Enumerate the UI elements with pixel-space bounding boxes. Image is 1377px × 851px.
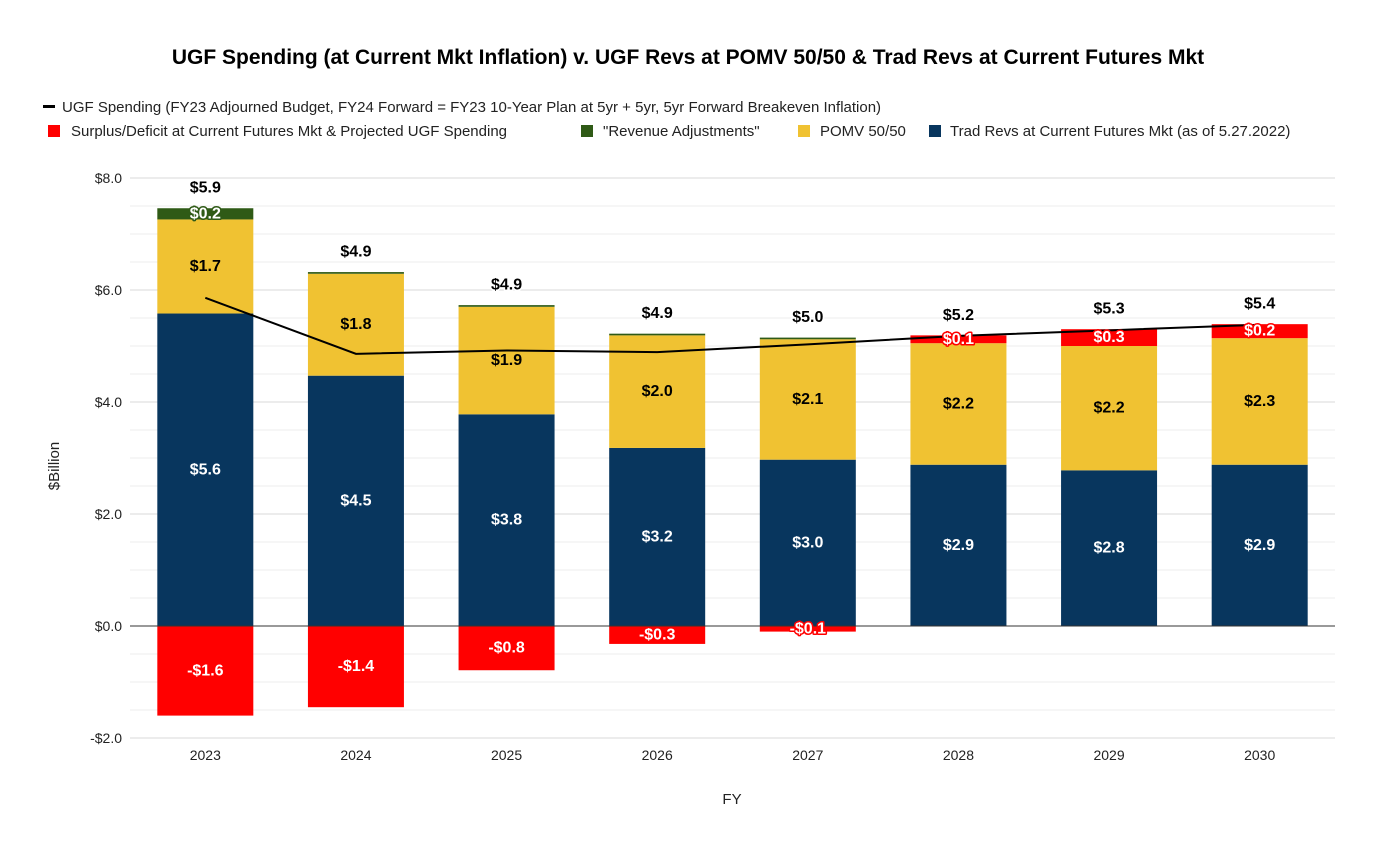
data-label-spending: $5.2 [943,307,974,324]
bar-rev_adj [458,305,555,307]
legend-swatch-pomv [798,125,810,137]
data-label-trad: $2.9 [1244,537,1275,554]
legend-swatch-surplus [48,125,60,137]
bar-pomv [609,335,706,448]
y-axis-ticks: -$2.0 $0.0 $2.0 $4.0 $6.0 $8.0 [90,170,122,746]
y-tick-label: -$2.0 [90,730,122,746]
data-label-surplus: -$0.8 [488,640,525,657]
bar-surplus [609,626,706,644]
data-label-surplus: -$0.3 [639,626,676,643]
x-axis-ticks: 2023 2024 2025 2026 2027 2028 2029 2030 [190,747,1276,763]
data-label-spending: $5.4 [1244,296,1275,313]
bar-pomv [759,339,856,460]
bar-trad [1061,470,1158,626]
data-label-pomv: $2.2 [1093,400,1124,417]
chart-title: UGF Spending (at Current Mkt Inflation) … [172,46,1204,69]
x-tick-label: 2028 [943,747,974,763]
bar-surplus [458,626,555,671]
bar-trad [910,464,1007,626]
data-label-trad: $2.9 [943,537,974,554]
bar-trad [609,447,706,626]
bar-pomv [458,306,555,415]
bar-pomv [1211,338,1308,465]
data-label-trad: $4.5 [340,492,371,509]
bar-surplus [910,335,1007,344]
bar-surplus [1061,329,1158,346]
legend-label-trad: Trad Revs at Current Futures Mkt (as of … [950,123,1290,140]
bars [157,208,1308,716]
data-label-spending: $5.9 [190,180,221,197]
legend-label-spending-line: UGF Spending (FY23 Adjourned Budget, FY2… [62,99,881,116]
x-axis-title: FY [722,791,741,808]
data-label-pomv: $2.0 [642,383,673,400]
bar-surplus [157,626,254,716]
bar-trad [157,313,254,626]
bar-trad [307,375,404,626]
spending-line-path [204,296,1260,355]
legend-label-pomv: POMV 50/50 [820,123,906,140]
bar-pomv [910,343,1007,465]
data-label-surplus: $0.2 [1244,323,1275,340]
legend-label-surplus: Surplus/Deficit at Current Futures Mkt &… [71,123,507,140]
data-label-surplus: -$1.4 [338,658,375,675]
data-label-pomv: $1.9 [491,352,522,369]
y-tick-label: $0.0 [95,618,122,634]
x-tick-label: 2027 [792,747,823,763]
data-label-trad: $2.8 [1093,540,1124,557]
x-tick-label: 2029 [1093,747,1124,763]
bar-surplus [1211,324,1308,339]
legend-swatch-rev-adj [581,125,593,137]
legend-label-rev-adj: "Revenue Adjustments" [603,123,760,140]
bar-rev_adj [759,337,856,340]
data-labels: $5.6 $1.7 $0.2 -$1.6 $4.5 $1.8 -$1.4 $3.8 $1.9 -$… [186,178,1277,681]
bar-trad [759,459,856,626]
data-label-pomv: $2.3 [1244,393,1275,410]
bar-rev_adj [609,333,706,336]
data-label-surplus: -$0.1 [790,620,827,637]
data-label-pomv: $2.1 [792,391,823,408]
data-label-trad: $3.2 [642,528,673,545]
bar-surplus [307,626,404,708]
y-tick-label: $4.0 [95,394,122,410]
bar-rev_adj [157,208,254,220]
y-tick-label: $2.0 [95,506,122,522]
y-tick-label: $8.0 [95,170,122,186]
data-label-trad: $5.6 [190,461,221,478]
data-label-pomv: $1.8 [340,316,371,333]
data-label-spending: $5.3 [1093,301,1124,318]
y-axis-title: $Billion [46,442,63,490]
x-tick-label: 2030 [1244,747,1275,763]
data-label-spending: $4.9 [642,305,673,322]
data-label-surplus: $0.1 [943,331,974,348]
data-label-rev_adj: $0.2 [190,205,221,222]
legend: UGF Spending (FY23 Adjourned Budget, FY2… [43,99,1290,140]
data-label-pomv: $2.2 [943,395,974,412]
bar-trad [458,414,555,626]
bar-surplus [759,626,856,632]
bar-rev_adj [307,272,404,274]
y-tick-label: $6.0 [95,282,122,298]
data-label-spending: $5.0 [792,309,823,326]
x-tick-label: 2024 [340,747,371,763]
bar-pomv [1061,346,1158,471]
x-tick-label: 2026 [642,747,673,763]
data-label-surplus: -$1.6 [187,662,224,679]
data-label-surplus: $0.3 [1093,329,1124,346]
data-label-trad: $3.8 [491,512,522,529]
bar-pomv [307,273,404,376]
legend-swatch-spending-line [43,105,55,108]
bar-trad [1211,464,1308,626]
data-label-trad: $3.0 [792,534,823,551]
x-tick-label: 2025 [491,747,522,763]
data-label-spending: $4.9 [340,244,371,261]
x-tick-label: 2023 [190,747,221,763]
legend-swatch-trad [929,125,941,137]
spending-line [204,296,1260,355]
data-label-pomv: $1.7 [190,258,221,275]
data-label-spending: $4.9 [491,277,522,294]
